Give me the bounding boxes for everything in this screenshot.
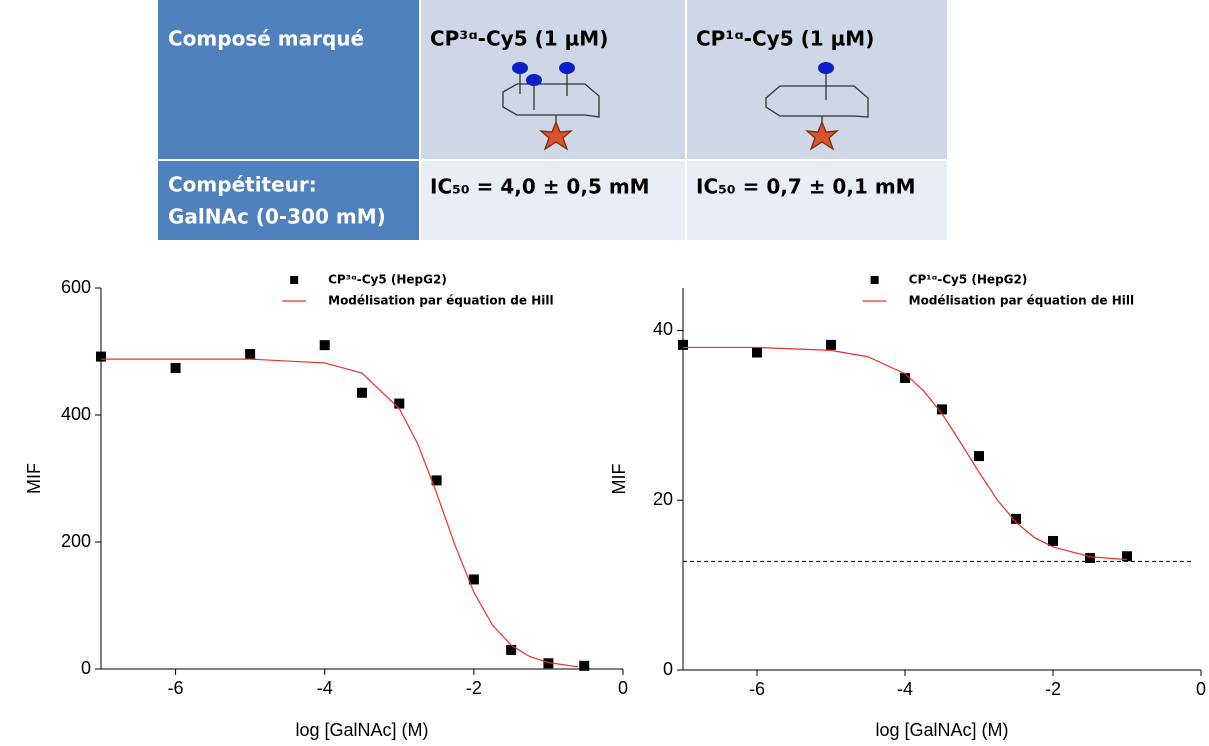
data-point	[468, 574, 479, 585]
data-point	[1085, 552, 1095, 563]
x-axis-label: log [GalNAc] (M)	[875, 720, 1008, 740]
x-tick-label: -4	[317, 678, 333, 698]
cell-text: IC₅₀ = 4,0 ± 0,5 mM	[430, 175, 650, 199]
data-point	[752, 347, 762, 358]
data-point	[431, 475, 442, 486]
data-point	[319, 340, 330, 351]
data-point	[900, 372, 910, 383]
cell-bg	[158, 0, 420, 160]
x-tick-label: -6	[168, 678, 184, 698]
y-tick-label: 200	[61, 531, 91, 551]
data-point	[96, 351, 106, 362]
data-point	[1011, 513, 1021, 524]
x-tick-label: -6	[749, 679, 765, 699]
y-axis-label: MIF	[24, 463, 44, 494]
x-tick-label: -2	[1045, 679, 1061, 699]
x-tick-label: -2	[466, 678, 482, 698]
data-point	[579, 660, 590, 671]
legend-marker	[870, 276, 879, 284]
y-tick-label: 0	[663, 659, 673, 679]
data-point	[170, 363, 181, 374]
y-tick-label: 600	[61, 277, 91, 297]
x-axis-label: log [GalNAc] (M)	[295, 720, 428, 740]
y-tick-label: 20	[653, 489, 673, 509]
cell-bg	[420, 160, 947, 240]
cell-bg	[420, 0, 947, 160]
y-axis-label: MIF	[609, 464, 629, 495]
legend-label: Modélisation par équation de Hill	[328, 294, 553, 308]
data-point	[245, 349, 256, 360]
x-tick-label: 0	[618, 678, 628, 698]
table: Composé marqué CP³ᵅ-Cy5 (1 µM) CP¹ᵅ-Cy5 …	[158, 0, 947, 240]
cell-text: CP¹ᵅ-Cy5 (1 µM)	[696, 27, 874, 51]
data-point	[1122, 551, 1132, 562]
cell-text: CP³ᵅ-Cy5 (1 µM)	[430, 27, 608, 51]
molecule-icon	[502, 62, 600, 151]
data-point	[678, 339, 688, 350]
data-point	[394, 398, 405, 409]
data-point	[506, 644, 517, 655]
y-tick-label: 400	[61, 404, 91, 424]
x-tick-label: 0	[1196, 679, 1206, 699]
legend-marker	[290, 276, 299, 284]
legend-label: Modélisation par équation de Hill	[909, 294, 1134, 308]
data-point	[357, 387, 367, 398]
data-point	[543, 658, 554, 669]
legend-label: CP¹ᵅ-Cy5 (HepG2)	[909, 273, 1028, 287]
cell-bg	[158, 160, 420, 240]
fit-curve	[101, 358, 579, 668]
cell-text: IC₅₀ = 0,7 ± 0,1 mM	[696, 175, 916, 199]
cell-text: Composé marqué	[168, 27, 364, 51]
y-tick-label: 0	[81, 658, 91, 678]
x-tick-label: -4	[897, 679, 913, 699]
legend-label: CP³ᵅ-Cy5 (HepG2)	[328, 273, 447, 287]
data-point	[1048, 535, 1058, 546]
data-point	[826, 339, 836, 350]
data-point	[937, 404, 947, 415]
y-tick-label: 40	[653, 319, 673, 339]
cell-text: GalNAc (0-300 mM)	[168, 205, 386, 229]
cell-text: Compétiteur:	[168, 173, 317, 197]
molecule-icon	[765, 62, 869, 151]
fit-curve	[683, 346, 1128, 561]
data-point	[974, 451, 984, 462]
